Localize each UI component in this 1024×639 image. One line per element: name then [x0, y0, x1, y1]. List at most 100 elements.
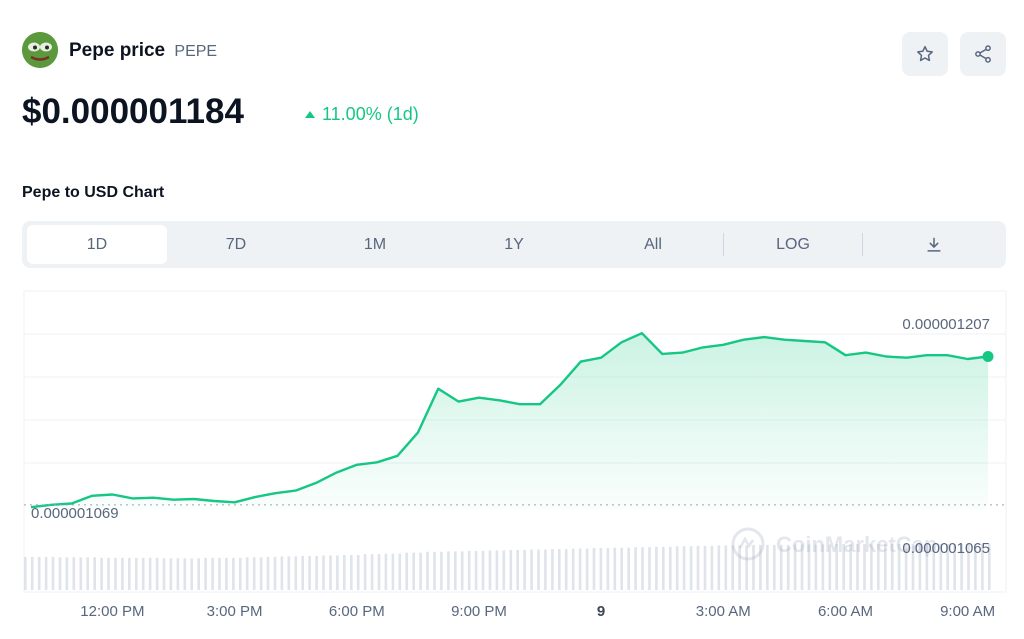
volume-bar — [988, 544, 991, 590]
volume-bar — [391, 553, 395, 590]
tab-1d[interactable]: 1D — [27, 225, 167, 264]
volume-bar — [336, 555, 339, 590]
current-price: $0.000001184 — [22, 92, 244, 131]
download-button[interactable] — [864, 225, 1004, 264]
volume-bar — [128, 557, 131, 590]
volume-bar — [190, 558, 193, 590]
price-chart-svg[interactable]: CoinMarketCap 0.000001207 0.000001069 0.… — [0, 290, 1024, 639]
volume-bar — [738, 545, 741, 590]
volume-bar — [703, 545, 707, 590]
volume-bar — [807, 544, 811, 590]
volume-bar — [537, 549, 540, 590]
volume-bar — [641, 547, 644, 590]
price-line — [30, 332, 989, 509]
volume-bar — [662, 546, 665, 590]
triangle-up-icon — [305, 111, 315, 118]
tab-log[interactable]: LOG — [776, 235, 810, 253]
volume-bar — [266, 556, 270, 590]
volume-bar — [287, 556, 291, 590]
volume-bar — [211, 557, 214, 590]
tab-1m[interactable]: 1M — [363, 235, 387, 253]
volume-bar — [37, 556, 41, 590]
coin-header: Pepe price PEPE — [22, 32, 1006, 76]
volume-bar — [72, 557, 76, 590]
volume-bar — [280, 556, 284, 590]
volume-bar — [800, 544, 804, 590]
price-change-value: 11.00% (1d) — [322, 104, 419, 124]
volume-bar — [79, 557, 83, 590]
favorite-button[interactable] — [902, 32, 948, 76]
share-button[interactable] — [960, 32, 1006, 76]
volume-bar — [426, 551, 429, 590]
coin-name: Pepe price — [69, 40, 166, 61]
volume-bar — [655, 546, 658, 590]
volume-bar — [350, 555, 353, 590]
volume-bar — [100, 557, 103, 590]
volume-bar — [467, 550, 471, 590]
volume-bar — [169, 558, 173, 590]
volume-bar — [870, 544, 873, 590]
volume-bar — [148, 557, 152, 590]
volume-bar — [731, 545, 734, 590]
volume-bar — [932, 544, 936, 590]
volume-bar — [856, 544, 859, 590]
volume-bar — [44, 556, 48, 590]
volume-bar — [259, 557, 263, 590]
volume-bar — [58, 557, 62, 590]
volume-bar — [155, 557, 159, 590]
volume-bar — [745, 545, 748, 590]
volume-bar — [710, 545, 714, 590]
tab-all[interactable]: All — [644, 235, 662, 253]
tab-7d[interactable]: 7D — [225, 235, 247, 253]
volume-bar — [675, 546, 679, 590]
volume-bar — [384, 553, 388, 590]
volume-bar — [877, 544, 880, 590]
volume-bar — [918, 544, 922, 590]
price-area-fill — [31, 333, 988, 510]
volume-bar — [86, 557, 89, 590]
volume-bar — [828, 544, 832, 590]
x-tick-label: 12:00 PM — [80, 603, 144, 620]
volume-bar — [225, 557, 228, 590]
volume-bar — [107, 557, 110, 590]
volume-bar — [544, 549, 547, 590]
volume-bar — [197, 558, 200, 590]
volume-bar — [779, 544, 783, 590]
volume-bar — [821, 544, 825, 590]
volume-bar — [786, 544, 790, 590]
volume-bar — [232, 557, 235, 590]
volume-bar — [967, 544, 970, 590]
volume-bar — [842, 544, 845, 590]
volume-bar — [953, 544, 956, 590]
volume-bar — [502, 550, 506, 590]
low-price-label: 0.000001069 — [31, 505, 119, 522]
volume-bar — [135, 557, 138, 590]
volume-bar — [440, 551, 443, 590]
volume-bar — [162, 558, 166, 590]
volume-bar — [759, 544, 762, 590]
volume-bar — [613, 547, 617, 590]
volume-bar — [315, 556, 318, 590]
tab-1y[interactable]: 1Y — [504, 235, 524, 253]
volume-bar — [648, 547, 651, 590]
volume-bar — [897, 544, 901, 590]
price-chart[interactable]: CoinMarketCap 0.000001207 0.000001069 0.… — [0, 290, 1024, 639]
pepe-logo-icon — [22, 32, 58, 68]
tab-divider — [862, 233, 863, 256]
share-icon — [975, 45, 991, 63]
volume-bar — [495, 550, 499, 590]
volume-bar — [183, 558, 187, 590]
volume-bar — [939, 544, 943, 590]
volume-bar — [974, 544, 977, 590]
coin-title: Pepe price PEPE — [69, 40, 217, 62]
volume-bar — [308, 556, 311, 590]
x-tick-label: 6:00 AM — [818, 603, 873, 620]
volume-bar — [849, 544, 852, 590]
volume-bar — [724, 545, 728, 590]
volume-bar — [30, 556, 34, 590]
volume-bar — [454, 551, 457, 590]
volume-bar — [925, 544, 929, 590]
x-tick-label: 3:00 PM — [207, 603, 263, 620]
volume-bar — [904, 544, 908, 590]
volume-bar — [363, 554, 367, 590]
